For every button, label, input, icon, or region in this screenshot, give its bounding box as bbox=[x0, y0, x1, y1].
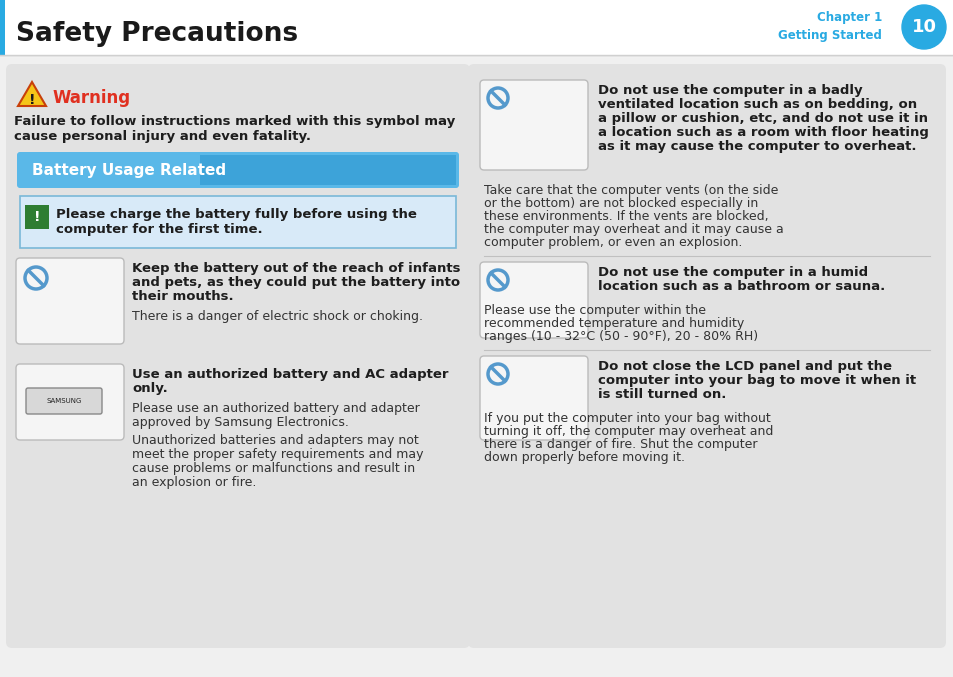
Text: Unauthorized batteries and adapters may not: Unauthorized batteries and adapters may … bbox=[132, 434, 418, 447]
Text: There is a danger of electric shock or choking.: There is a danger of electric shock or c… bbox=[132, 310, 422, 323]
FancyBboxPatch shape bbox=[6, 64, 470, 648]
Text: and pets, as they could put the battery into: and pets, as they could put the battery … bbox=[132, 276, 459, 289]
Text: or the bottom) are not blocked especially in: or the bottom) are not blocked especiall… bbox=[483, 197, 758, 210]
FancyBboxPatch shape bbox=[16, 364, 124, 440]
FancyBboxPatch shape bbox=[0, 58, 953, 677]
Text: ventilated location such as on bedding, on: ventilated location such as on bedding, … bbox=[598, 98, 916, 111]
Circle shape bbox=[901, 5, 945, 49]
FancyBboxPatch shape bbox=[200, 155, 456, 185]
Text: there is a danger of fire. Shut the computer: there is a danger of fire. Shut the comp… bbox=[483, 438, 757, 451]
FancyBboxPatch shape bbox=[479, 80, 587, 170]
FancyBboxPatch shape bbox=[0, 0, 5, 55]
Text: as it may cause the computer to overheat.: as it may cause the computer to overheat… bbox=[598, 140, 916, 153]
Text: Failure to follow instructions marked with this symbol may: Failure to follow instructions marked wi… bbox=[14, 115, 455, 128]
Text: !: ! bbox=[29, 93, 35, 107]
Text: Warning: Warning bbox=[53, 89, 131, 107]
Text: an explosion or fire.: an explosion or fire. bbox=[132, 476, 256, 489]
Text: Please use the computer within the: Please use the computer within the bbox=[483, 304, 705, 317]
Text: ranges (10 - 32°C (50 - 90°F), 20 - 80% RH): ranges (10 - 32°C (50 - 90°F), 20 - 80% … bbox=[483, 330, 758, 343]
Text: cause personal injury and even fatality.: cause personal injury and even fatality. bbox=[14, 130, 311, 143]
FancyBboxPatch shape bbox=[0, 56, 953, 58]
FancyBboxPatch shape bbox=[17, 152, 458, 188]
Text: recommended temperature and humidity: recommended temperature and humidity bbox=[483, 317, 743, 330]
Text: these environments. If the vents are blocked,: these environments. If the vents are blo… bbox=[483, 210, 768, 223]
Text: their mouths.: their mouths. bbox=[132, 290, 233, 303]
Text: Take care that the computer vents (on the side: Take care that the computer vents (on th… bbox=[483, 184, 778, 197]
Text: Getting Started: Getting Started bbox=[778, 30, 882, 43]
Polygon shape bbox=[18, 82, 46, 106]
Text: Safety Precautions: Safety Precautions bbox=[16, 21, 297, 47]
Text: computer problem, or even an explosion.: computer problem, or even an explosion. bbox=[483, 236, 741, 249]
Text: Battery Usage Related: Battery Usage Related bbox=[32, 162, 226, 177]
Text: only.: only. bbox=[132, 382, 168, 395]
FancyBboxPatch shape bbox=[468, 64, 945, 648]
Text: 10: 10 bbox=[910, 18, 936, 36]
Text: a pillow or cushion, etc, and do not use it in: a pillow or cushion, etc, and do not use… bbox=[598, 112, 927, 125]
Text: down properly before moving it.: down properly before moving it. bbox=[483, 451, 684, 464]
FancyBboxPatch shape bbox=[479, 262, 587, 338]
Text: turning it off, the computer may overheat and: turning it off, the computer may overhea… bbox=[483, 425, 773, 438]
Text: a location such as a room with floor heating: a location such as a room with floor hea… bbox=[598, 126, 928, 139]
Text: computer for the first time.: computer for the first time. bbox=[56, 223, 262, 236]
Text: Please charge the battery fully before using the: Please charge the battery fully before u… bbox=[56, 208, 416, 221]
Text: approved by Samsung Electronics.: approved by Samsung Electronics. bbox=[132, 416, 349, 429]
FancyBboxPatch shape bbox=[0, 55, 953, 56]
Text: SAMSUNG: SAMSUNG bbox=[47, 398, 82, 404]
Text: cause problems or malfunctions and result in: cause problems or malfunctions and resul… bbox=[132, 462, 415, 475]
Text: Keep the battery out of the reach of infants: Keep the battery out of the reach of inf… bbox=[132, 262, 460, 275]
FancyBboxPatch shape bbox=[25, 205, 49, 229]
Text: location such as a bathroom or sauna.: location such as a bathroom or sauna. bbox=[598, 280, 884, 293]
Text: Use an authorized battery and AC adapter: Use an authorized battery and AC adapter bbox=[132, 368, 448, 381]
FancyBboxPatch shape bbox=[20, 196, 456, 248]
Text: Please use an authorized battery and adapter: Please use an authorized battery and ada… bbox=[132, 402, 419, 415]
Text: the computer may overheat and it may cause a: the computer may overheat and it may cau… bbox=[483, 223, 783, 236]
FancyBboxPatch shape bbox=[479, 356, 587, 440]
Text: !: ! bbox=[33, 210, 40, 224]
FancyBboxPatch shape bbox=[26, 388, 102, 414]
Text: If you put the computer into your bag without: If you put the computer into your bag wi… bbox=[483, 412, 770, 425]
Text: Do not use the computer in a humid: Do not use the computer in a humid bbox=[598, 266, 867, 279]
Text: computer into your bag to move it when it: computer into your bag to move it when i… bbox=[598, 374, 915, 387]
FancyBboxPatch shape bbox=[0, 0, 953, 55]
FancyBboxPatch shape bbox=[16, 258, 124, 344]
Text: Do not close the LCD panel and put the: Do not close the LCD panel and put the bbox=[598, 360, 891, 373]
Text: meet the proper safety requirements and may: meet the proper safety requirements and … bbox=[132, 448, 423, 461]
Text: is still turned on.: is still turned on. bbox=[598, 388, 725, 401]
Text: Chapter 1: Chapter 1 bbox=[816, 12, 882, 24]
Text: Do not use the computer in a badly: Do not use the computer in a badly bbox=[598, 84, 862, 97]
